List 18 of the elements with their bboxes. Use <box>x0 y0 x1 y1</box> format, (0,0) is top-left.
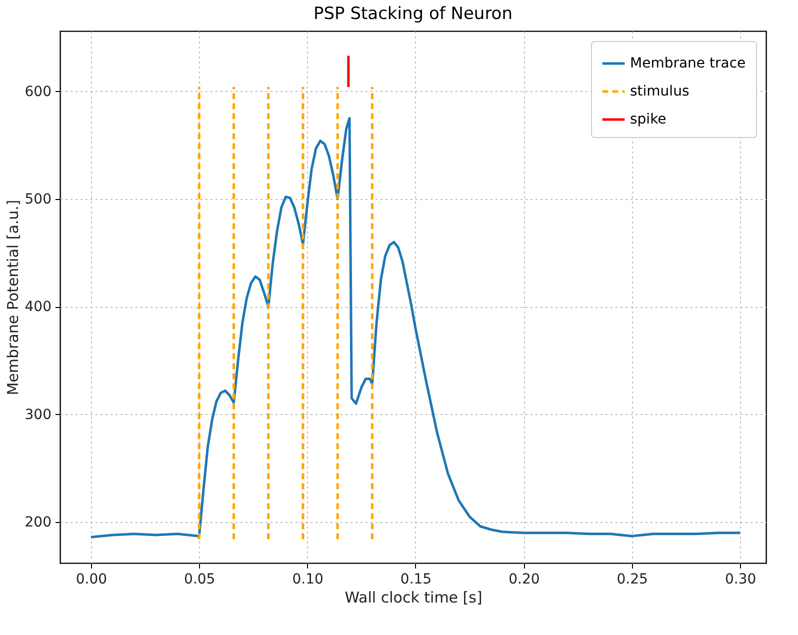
y-tick-label: 500 <box>24 192 52 208</box>
x-tick-label: 0.20 <box>508 572 540 588</box>
legend-label: Membrane trace <box>630 56 746 72</box>
x-tick-label: 0.30 <box>724 572 756 588</box>
x-tick-label: 0.25 <box>616 572 648 588</box>
legend-label: spike <box>630 112 666 128</box>
y-tick-label: 200 <box>24 514 52 531</box>
legend-label: stimulus <box>630 84 690 100</box>
y-tick-label: 600 <box>24 84 52 100</box>
chart-title: PSP Stacking of Neuron <box>314 4 512 24</box>
x-tick-label: 0.05 <box>184 572 216 588</box>
y-tick-label: 400 <box>24 299 52 316</box>
y-axis-title: Membrane Potential [a.u.] <box>4 200 22 396</box>
y-tick-label: 300 <box>24 406 52 423</box>
x-tick-label: 0.10 <box>292 572 324 588</box>
x-tick-label: 0.00 <box>76 572 108 588</box>
x-axis-title: Wall clock time [s] <box>344 588 482 606</box>
x-tick-label: 0.15 <box>400 572 432 588</box>
